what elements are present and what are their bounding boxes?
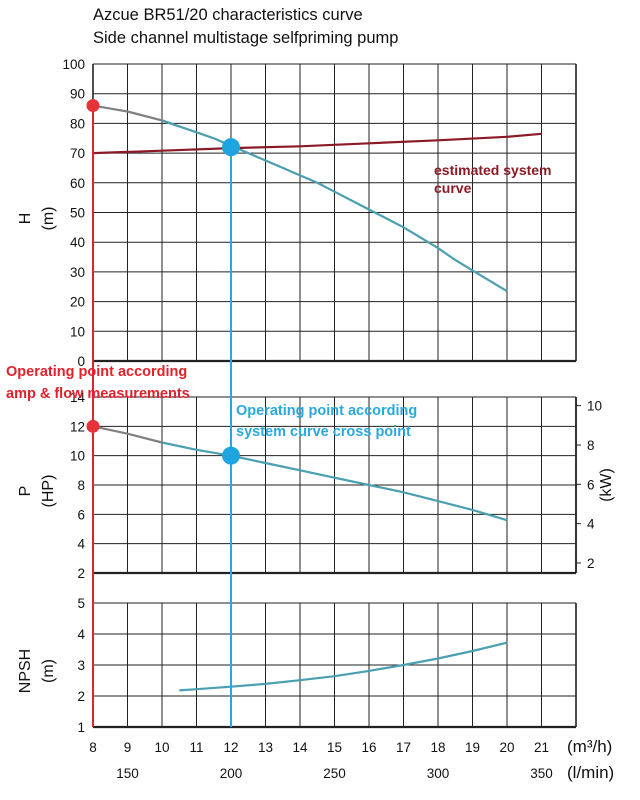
x-tick-m3h-8: 8 [89, 740, 97, 755]
head-ylabel: H [17, 213, 34, 225]
head-ytick-60: 60 [70, 176, 85, 191]
power-ytick-6: 6 [77, 507, 85, 522]
chart-title-line-1: Azcue BR51/20 characteristics curve [93, 6, 363, 24]
x-tick-m3h-14: 14 [292, 740, 308, 755]
operating-points-layer [86, 99, 240, 465]
head-pump-curve [161, 119, 508, 293]
x-tick-m3h-21: 21 [534, 740, 549, 755]
power-ylabel-unit: (HP) [40, 475, 57, 508]
x-tick-m3h-16: 16 [361, 740, 376, 755]
chart-title-line-2: Side channel multistage selfpriming pump [93, 29, 399, 47]
curve-layer [92, 104, 542, 692]
power-right-ytick-2: 2 [587, 556, 595, 571]
head-measured-point [86, 99, 100, 113]
npsh-ytick-5: 5 [77, 596, 85, 611]
head-ylabel-unit: (m) [40, 207, 57, 231]
power-right-ytick-4: 4 [587, 517, 595, 532]
x-tick-lmin-350: 350 [530, 766, 553, 781]
power-ytick-2: 2 [77, 566, 85, 581]
power-ytick-4: 4 [77, 537, 85, 552]
x-unit-m3h: (m³/h) [567, 737, 612, 756]
npsh-ytick-2: 2 [77, 689, 85, 704]
npsh-ytick-3: 3 [77, 658, 85, 673]
x-tick-m3h-18: 18 [430, 740, 445, 755]
cross-point-label-line-2: system curve cross point [236, 424, 411, 440]
power-ytick-14: 14 [70, 390, 86, 405]
operating-lines-layer [92, 108, 232, 727]
grid-layer [92, 63, 581, 729]
power-pump-curve [161, 441, 508, 522]
cross-point-label-line-1: Operating point according [236, 403, 417, 419]
power-right-ytick-6: 6 [587, 477, 595, 492]
head-ytick-0: 0 [77, 354, 85, 369]
power-ylabel-right-unit: (kW) [598, 468, 615, 502]
head-ytick-50: 50 [70, 206, 85, 221]
x-tick-m3h-11: 11 [189, 740, 203, 755]
x-tick-m3h-19: 19 [465, 740, 480, 755]
power-ytick-12: 12 [70, 419, 85, 434]
npsh-ytick-4: 4 [77, 627, 85, 642]
x-tick-m3h-15: 15 [327, 740, 342, 755]
head-ytick-20: 20 [70, 295, 85, 310]
x-tick-m3h-13: 13 [258, 740, 273, 755]
power-right-ytick-8: 8 [587, 438, 595, 453]
head-system-curve [92, 132, 542, 155]
power-ytick-8: 8 [77, 478, 85, 493]
measured-point-label-line-2: amp & flow measurements [6, 386, 190, 402]
head-ytick-80: 80 [70, 116, 85, 131]
x-tick-m3h-9: 9 [124, 740, 132, 755]
power-cross-point [222, 446, 240, 465]
x-tick-m3h-12: 12 [223, 740, 238, 755]
head-ytick-30: 30 [70, 265, 85, 280]
power-curve-start [92, 425, 163, 444]
measured-point-label-line-1: Operating point according [6, 364, 187, 380]
head-ytick-70: 70 [70, 146, 85, 161]
x-tick-lmin-150: 150 [116, 766, 139, 781]
x-tick-m3h-20: 20 [499, 740, 514, 755]
head-ytick-40: 40 [70, 235, 85, 250]
power-ytick-10: 10 [70, 449, 85, 464]
system-curve-label-line-1: estimated system [434, 162, 552, 178]
x-tick-m3h-17: 17 [396, 740, 411, 755]
npsh-ytick-1: 1 [77, 720, 85, 735]
head-ytick-100: 100 [62, 57, 85, 72]
npsh-ylabel-unit: (m) [40, 659, 57, 683]
system-curve-label-line-2: curve [434, 180, 472, 196]
x-tick-lmin-300: 300 [427, 766, 450, 781]
x-tick-lmin-200: 200 [220, 766, 243, 781]
head-ytick-10: 10 [70, 324, 85, 339]
x-tick-lmin-250: 250 [323, 766, 346, 781]
npsh-pump-curve [179, 641, 508, 692]
power-measured-point [86, 419, 100, 433]
power-right-ytick-10: 10 [587, 399, 602, 414]
head-ytick-90: 90 [70, 87, 85, 102]
npsh-ylabel: NPSH [17, 649, 34, 693]
x-unit-lmin: (l/min) [567, 763, 614, 782]
head-cross-point [222, 138, 240, 157]
x-tick-m3h-10: 10 [154, 740, 169, 755]
power-ylabel: P [17, 486, 34, 497]
